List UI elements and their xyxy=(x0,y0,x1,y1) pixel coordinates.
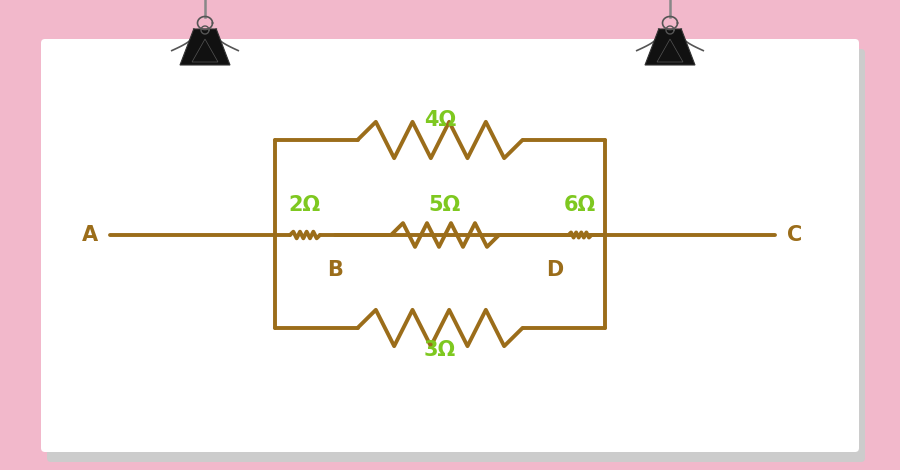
Text: 3Ω: 3Ω xyxy=(424,340,456,360)
Text: A: A xyxy=(82,225,98,245)
Text: 6Ω: 6Ω xyxy=(564,195,596,215)
Text: 5Ω: 5Ω xyxy=(428,195,461,215)
Polygon shape xyxy=(645,29,695,65)
Polygon shape xyxy=(657,39,683,62)
Text: 4Ω: 4Ω xyxy=(424,110,456,130)
Text: D: D xyxy=(546,260,563,280)
FancyBboxPatch shape xyxy=(47,49,865,462)
Polygon shape xyxy=(180,29,230,65)
Polygon shape xyxy=(192,39,218,62)
FancyBboxPatch shape xyxy=(41,39,859,452)
Text: 2Ω: 2Ω xyxy=(289,195,321,215)
Text: B: B xyxy=(327,260,343,280)
Text: C: C xyxy=(787,225,802,245)
